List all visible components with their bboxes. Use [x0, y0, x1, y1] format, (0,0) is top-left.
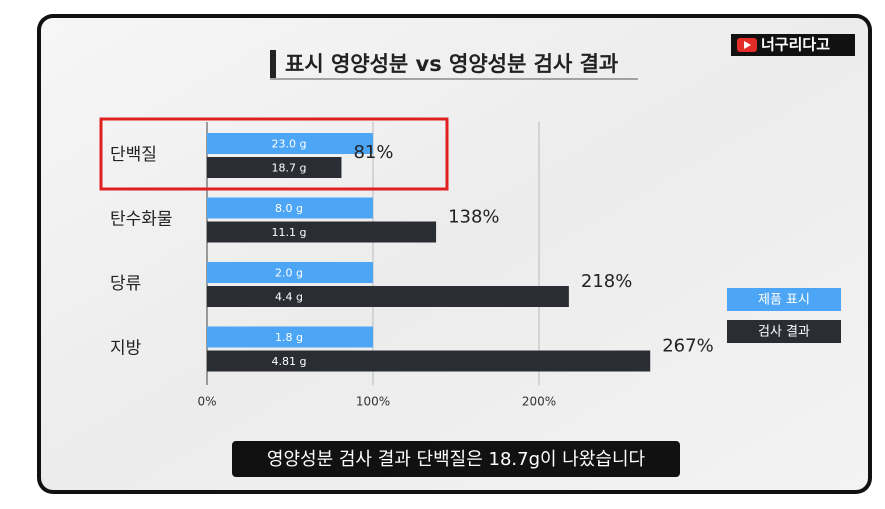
- bar: [207, 197, 373, 219]
- category-label: 지방: [110, 339, 142, 359]
- logo-play: [744, 41, 751, 49]
- x-tick-label: 200%: [522, 395, 556, 409]
- bar: [207, 326, 373, 348]
- bar-label: 2.0 g: [275, 267, 303, 280]
- bar-label: 4.81 g: [272, 355, 307, 368]
- bar: [207, 157, 342, 178]
- value-label: 267%: [662, 336, 713, 357]
- bar-label: 23.0 g: [272, 138, 307, 151]
- highlight-box: [99, 117, 449, 191]
- bar: [207, 350, 651, 372]
- legend-label: 제품 표시: [758, 293, 810, 308]
- video-area: [41, 18, 868, 490]
- logo-text: 너구리다고: [761, 36, 830, 54]
- x-tick-label: 0%: [197, 395, 216, 409]
- bar: [207, 262, 373, 283]
- legend-label: 검사 결과: [758, 325, 810, 340]
- value-label: 138%: [448, 207, 499, 228]
- legend-swatch: [727, 288, 841, 311]
- bar: [207, 133, 373, 154]
- title-bar: [270, 50, 276, 78]
- bar-label: 18.7 g: [272, 162, 307, 175]
- x-tick-label: 100%: [356, 395, 390, 409]
- category-label: 당류: [110, 274, 141, 294]
- bar-label: 4.4 g: [275, 291, 303, 304]
- bar-label: 1.8 g: [275, 331, 303, 344]
- bar-label: 11.1 g: [272, 226, 307, 239]
- bar: [207, 286, 569, 307]
- value-label: 81%: [353, 142, 393, 163]
- category-label: 탄수화물: [110, 210, 173, 230]
- caption-bg: [232, 441, 680, 477]
- bar: [207, 221, 437, 243]
- value-label: 218%: [581, 271, 632, 292]
- category-label: 단백질: [110, 145, 157, 165]
- bar-label: 8.0 g: [275, 202, 303, 215]
- legend-swatch: [727, 320, 841, 343]
- logo-bg: [731, 34, 855, 56]
- chart-title: 표시 영양성분 vs 영양성분 검사 결과: [285, 52, 618, 76]
- caption: 영양성분 검사 결과 단백질은 18.7g이 나왔습니다: [267, 449, 646, 470]
